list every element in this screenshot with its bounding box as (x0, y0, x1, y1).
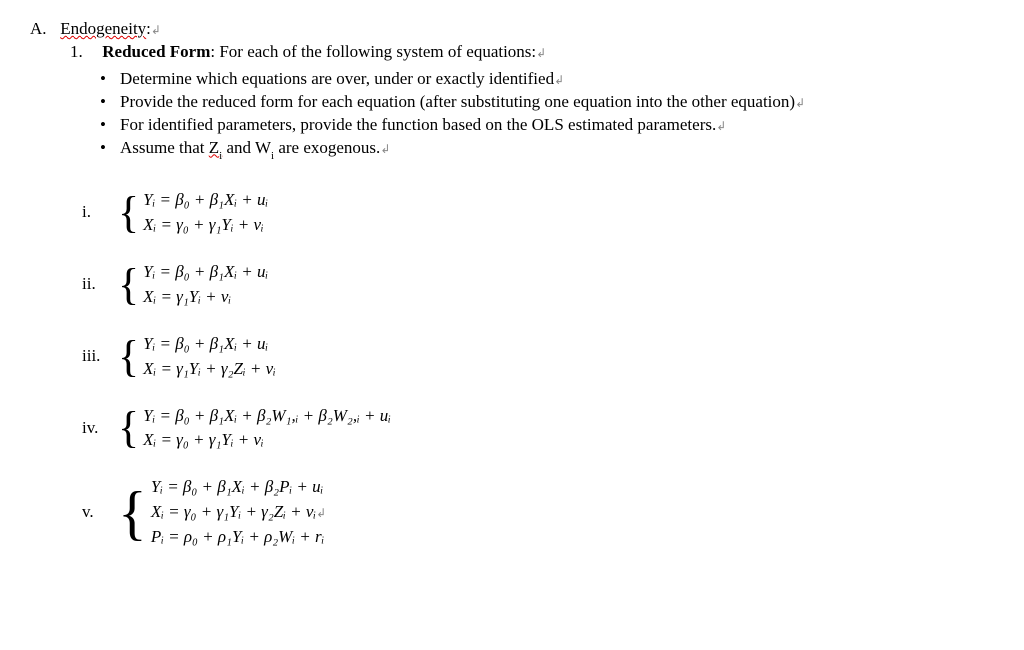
return-glyph: ↲ (554, 73, 564, 87)
section-letter: A. (30, 18, 56, 41)
eq-line: Yᵢ = β₀ + β₁Xᵢ + β₂Pᵢ + uᵢ (151, 477, 324, 496)
section-header: A. Endogeneity:↲ (30, 18, 994, 41)
roman-item-iv: iv. { Yᵢ = β₀ + β₁Xᵢ + β₂W₁,ᵢ + β₂W₂,ᵢ +… (82, 404, 994, 454)
eq-line: Yᵢ = β₀ + β₁Xᵢ + uᵢ (143, 262, 268, 281)
eq-line: Xᵢ = γ₁Yᵢ + vᵢ (143, 287, 231, 306)
equations: Yᵢ = β₀ + β₁Xᵢ + β₂Pᵢ + uᵢ Xᵢ = γ₀ + γ₁Y… (151, 475, 326, 550)
roman-label: i. (82, 201, 118, 224)
item1-label: 1. (70, 41, 98, 64)
equations: Yᵢ = β₀ + β₁Xᵢ + uᵢ Xᵢ = γ₀ + γ₁Yᵢ + vᵢ (143, 188, 268, 238)
equation-system: { Yᵢ = β₀ + β₁Xᵢ + β₂W₁,ᵢ + β₂W₂,ᵢ + uᵢ … (118, 404, 391, 454)
bullet-text-content: For identified parameters, provide the f… (120, 115, 716, 134)
bullet4-part3: are exogenous. (274, 138, 380, 157)
bullet-text-content: Provide the reduced form for each equati… (120, 92, 795, 111)
item1-rest: : For each of the following system of eq… (210, 42, 536, 61)
return-glyph: ↲ (316, 506, 326, 520)
equations: Yᵢ = β₀ + β₁Xᵢ + uᵢ Xᵢ = γ₁Yᵢ + vᵢ (143, 260, 268, 310)
left-brace: { (118, 260, 143, 310)
eq-line: Yᵢ = β₀ + β₁Xᵢ + β₂W₁,ᵢ + β₂W₂,ᵢ + uᵢ (143, 406, 391, 425)
bullet-text: Determine which equations are over, unde… (120, 68, 564, 91)
left-brace: { (118, 404, 143, 454)
bullet-text: Assume that Zi and Wi are exogenous.↲ (120, 137, 390, 162)
roman-item-iii: iii. { Yᵢ = β₀ + β₁Xᵢ + uᵢ Xᵢ = γ₁Yᵢ + γ… (82, 332, 994, 382)
equations: Yᵢ = β₀ + β₁Xᵢ + β₂W₁,ᵢ + β₂W₂,ᵢ + uᵢ Xᵢ… (143, 404, 391, 454)
eq-line: Yᵢ = β₀ + β₁Xᵢ + uᵢ (143, 334, 268, 353)
bullet-list: • Determine which equations are over, un… (100, 68, 994, 162)
bullet-text: Provide the reduced form for each equati… (120, 91, 805, 114)
roman-label: v. (82, 501, 118, 524)
left-brace: { (118, 475, 151, 550)
bullet-item: • Determine which equations are over, un… (100, 68, 994, 91)
bullet-text-content: Assume that (120, 138, 209, 157)
roman-label: ii. (82, 273, 118, 296)
bullet-text-content: Determine which equations are over, unde… (120, 69, 554, 88)
eq-line: Xᵢ = γ₀ + γ₁Yᵢ + vᵢ (143, 215, 264, 234)
roman-item-i: i. { Yᵢ = β₀ + β₁Xᵢ + uᵢ Xᵢ = γ₀ + γ₁Yᵢ … (82, 188, 994, 238)
bullet-glyph: • (100, 137, 120, 162)
return-glyph: ↲ (151, 23, 161, 37)
item1-bold: Reduced Form (102, 42, 210, 61)
section-title: Endogeneity (60, 19, 146, 38)
roman-label: iii. (82, 345, 118, 368)
bullet4-part2: and W (222, 138, 271, 157)
numbered-item-1: 1. Reduced Form: For each of the followi… (70, 41, 994, 64)
eq-line: Pᵢ = ρ₀ + ρ₁Yᵢ + ρ₂Wᵢ + rᵢ (151, 527, 324, 546)
zi-letter: Z (209, 138, 219, 157)
return-glyph: ↲ (380, 142, 390, 156)
bullet-glyph: • (100, 91, 120, 114)
equations: Yᵢ = β₀ + β₁Xᵢ + uᵢ Xᵢ = γ₁Yᵢ + γ₂Zᵢ + v… (143, 332, 276, 382)
bullet-glyph: • (100, 68, 120, 91)
zi-text: Zi (209, 138, 222, 157)
roman-list: i. { Yᵢ = β₀ + β₁Xᵢ + uᵢ Xᵢ = γ₀ + γ₁Yᵢ … (82, 188, 994, 550)
left-brace: { (118, 332, 143, 382)
eq-line: Xᵢ = γ₀ + γ₁Yᵢ + vᵢ (143, 430, 264, 449)
equation-system: { Yᵢ = β₀ + β₁Xᵢ + β₂Pᵢ + uᵢ Xᵢ = γ₀ + γ… (118, 475, 326, 550)
roman-item-ii: ii. { Yᵢ = β₀ + β₁Xᵢ + uᵢ Xᵢ = γ₁Yᵢ + vᵢ (82, 260, 994, 310)
return-glyph: ↲ (716, 119, 726, 133)
roman-label: iv. (82, 417, 118, 440)
eq-line: Yᵢ = β₀ + β₁Xᵢ + uᵢ (143, 190, 268, 209)
bullet-item: • Provide the reduced form for each equa… (100, 91, 994, 114)
return-glyph: ↲ (795, 96, 805, 110)
equation-system: { Yᵢ = β₀ + β₁Xᵢ + uᵢ Xᵢ = γ₀ + γ₁Yᵢ + v… (118, 188, 268, 238)
left-brace: { (118, 188, 143, 238)
eq-line: Xᵢ = γ₁Yᵢ + γ₂Zᵢ + vᵢ (143, 359, 276, 378)
zi-sub: i (219, 150, 222, 162)
bullet-glyph: • (100, 114, 120, 137)
bullet-item: • Assume that Zi and Wi are exogenous.↲ (100, 137, 994, 162)
eq-line: Xᵢ = γ₀ + γ₁Yᵢ + γ₂Zᵢ + vᵢ (151, 502, 316, 521)
bullet-text: For identified parameters, provide the f… (120, 114, 726, 137)
equation-system: { Yᵢ = β₀ + β₁Xᵢ + uᵢ Xᵢ = γ₁Yᵢ + γ₂Zᵢ +… (118, 332, 276, 382)
return-glyph: ↲ (536, 46, 546, 60)
wi-sub: i (271, 150, 274, 162)
roman-item-v: v. { Yᵢ = β₀ + β₁Xᵢ + β₂Pᵢ + uᵢ Xᵢ = γ₀ … (82, 475, 994, 550)
equation-system: { Yᵢ = β₀ + β₁Xᵢ + uᵢ Xᵢ = γ₁Yᵢ + vᵢ (118, 260, 268, 310)
bullet-item: • For identified parameters, provide the… (100, 114, 994, 137)
